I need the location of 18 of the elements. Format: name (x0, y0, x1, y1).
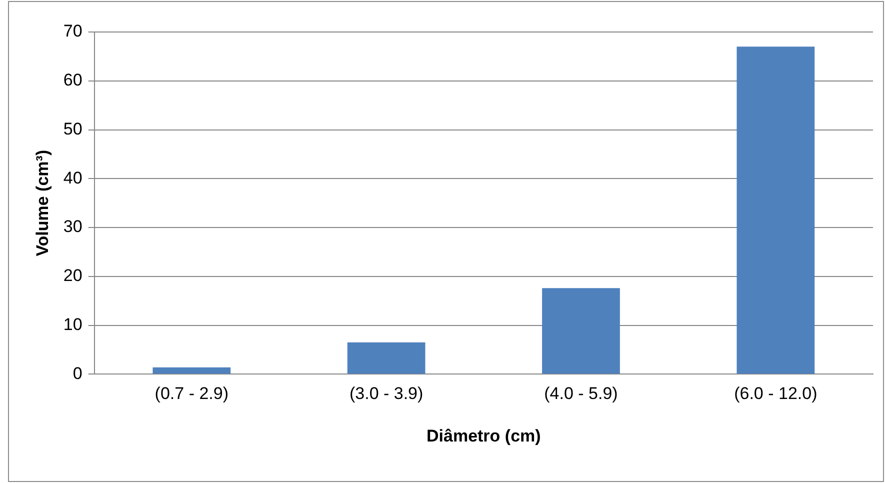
x-tick-label: (6.0 - 12.0) (734, 384, 818, 404)
x-tick-label: (3.0 - 3.9) (349, 384, 424, 404)
y-tick-label: 30 (63, 217, 82, 236)
y-tick-label: 20 (63, 266, 82, 286)
y-tick-label: 0 (72, 364, 82, 383)
bar (736, 46, 815, 374)
bar (347, 342, 426, 374)
y-tick-label: 70 (63, 22, 82, 41)
bar (542, 288, 620, 374)
y-tick-label: 40 (63, 168, 82, 188)
x-axis-title: Diâmetro (cm) (426, 426, 541, 446)
x-tick-label: (0.7 - 2.9) (154, 384, 228, 404)
x-tick-label: (4.0 - 5.9) (544, 384, 618, 404)
y-tick-label: 60 (63, 70, 82, 90)
y-tick-label: 50 (63, 119, 82, 138)
y-axis-title: Volume (cm³) (32, 150, 52, 256)
y-tick-label: 10 (63, 315, 82, 334)
bar (152, 367, 231, 374)
